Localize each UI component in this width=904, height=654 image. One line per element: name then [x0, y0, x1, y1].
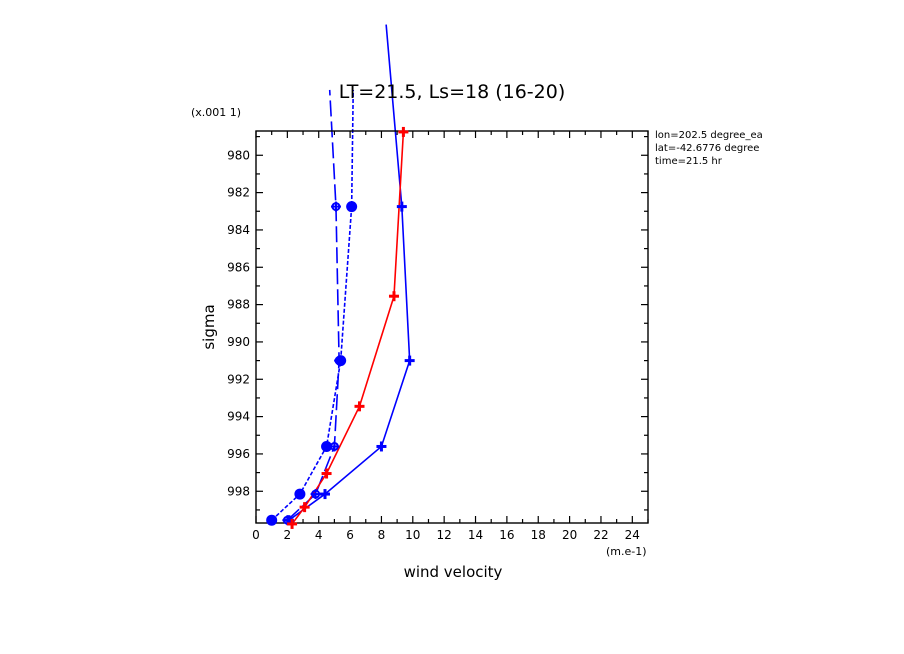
- y-tick-label: 992: [227, 372, 250, 386]
- series-line-1: [286, 89, 340, 521]
- x-tick-label: 24: [625, 528, 640, 542]
- y-unit-label: (x.001 1): [191, 106, 241, 119]
- y-tick-label: 982: [227, 186, 250, 200]
- series-line-3: [291, 131, 405, 524]
- x-tick-label: 12: [437, 528, 452, 542]
- y-tick-label: 984: [227, 223, 250, 237]
- x-tick-label: 18: [531, 528, 546, 542]
- data-point: [346, 201, 358, 213]
- series-line-2: [288, 24, 411, 521]
- x-tick-label: 6: [346, 528, 354, 542]
- x-axis-title: wind velocity: [404, 563, 503, 581]
- x-tick-label: 22: [593, 528, 608, 542]
- x-tick-label: 14: [468, 528, 483, 542]
- data-point: [287, 518, 298, 529]
- data-point: [388, 291, 399, 302]
- data-point: [330, 201, 341, 212]
- annotation-time: time=21.5 hr: [655, 156, 723, 167]
- info-annotations: lon=202.5 degree_ea lat=-42.6776 degree …: [655, 130, 763, 167]
- data-point: [329, 441, 340, 452]
- annotation-lat: lat=-42.6776 degree: [655, 143, 759, 154]
- x-tick-label: 4: [315, 528, 323, 542]
- y-tick-label: 994: [227, 410, 250, 424]
- data-point: [266, 514, 278, 526]
- x-tick-label: 10: [405, 528, 420, 542]
- data-point: [354, 401, 365, 412]
- data-point: [376, 441, 387, 452]
- y-tick-label: 980: [227, 148, 250, 162]
- x-tick-label: 20: [562, 528, 577, 542]
- plot-frame: [255, 130, 649, 524]
- data-point: [334, 355, 345, 366]
- y-tick-label: 998: [227, 484, 250, 498]
- series-line-0: [271, 89, 355, 521]
- data-point: [404, 355, 415, 366]
- y-axis-title: sigma: [200, 304, 218, 349]
- annotation-lon: lon=202.5 degree_ea: [655, 130, 763, 141]
- y-tick-label: 996: [227, 447, 250, 461]
- data-point: [299, 502, 310, 513]
- y-tick-label: 988: [227, 298, 250, 312]
- y-tick-label: 990: [227, 335, 250, 349]
- data-point: [321, 468, 332, 479]
- x-tick-label: 2: [284, 528, 292, 542]
- data-point: [310, 489, 321, 500]
- data-point: [321, 440, 333, 452]
- x-tick-label: 0: [252, 528, 260, 542]
- x-tick-label: 16: [499, 528, 514, 542]
- data-point: [396, 201, 407, 212]
- x-tick-label: 8: [378, 528, 386, 542]
- y-tick-label: 986: [227, 260, 250, 274]
- data-point: [294, 488, 306, 500]
- data-point: [398, 126, 409, 137]
- data-point: [319, 489, 330, 500]
- chart-title: LT=21.5, Ls=18 (16-20): [339, 81, 566, 103]
- x-unit-label: (m.e-1): [606, 545, 647, 558]
